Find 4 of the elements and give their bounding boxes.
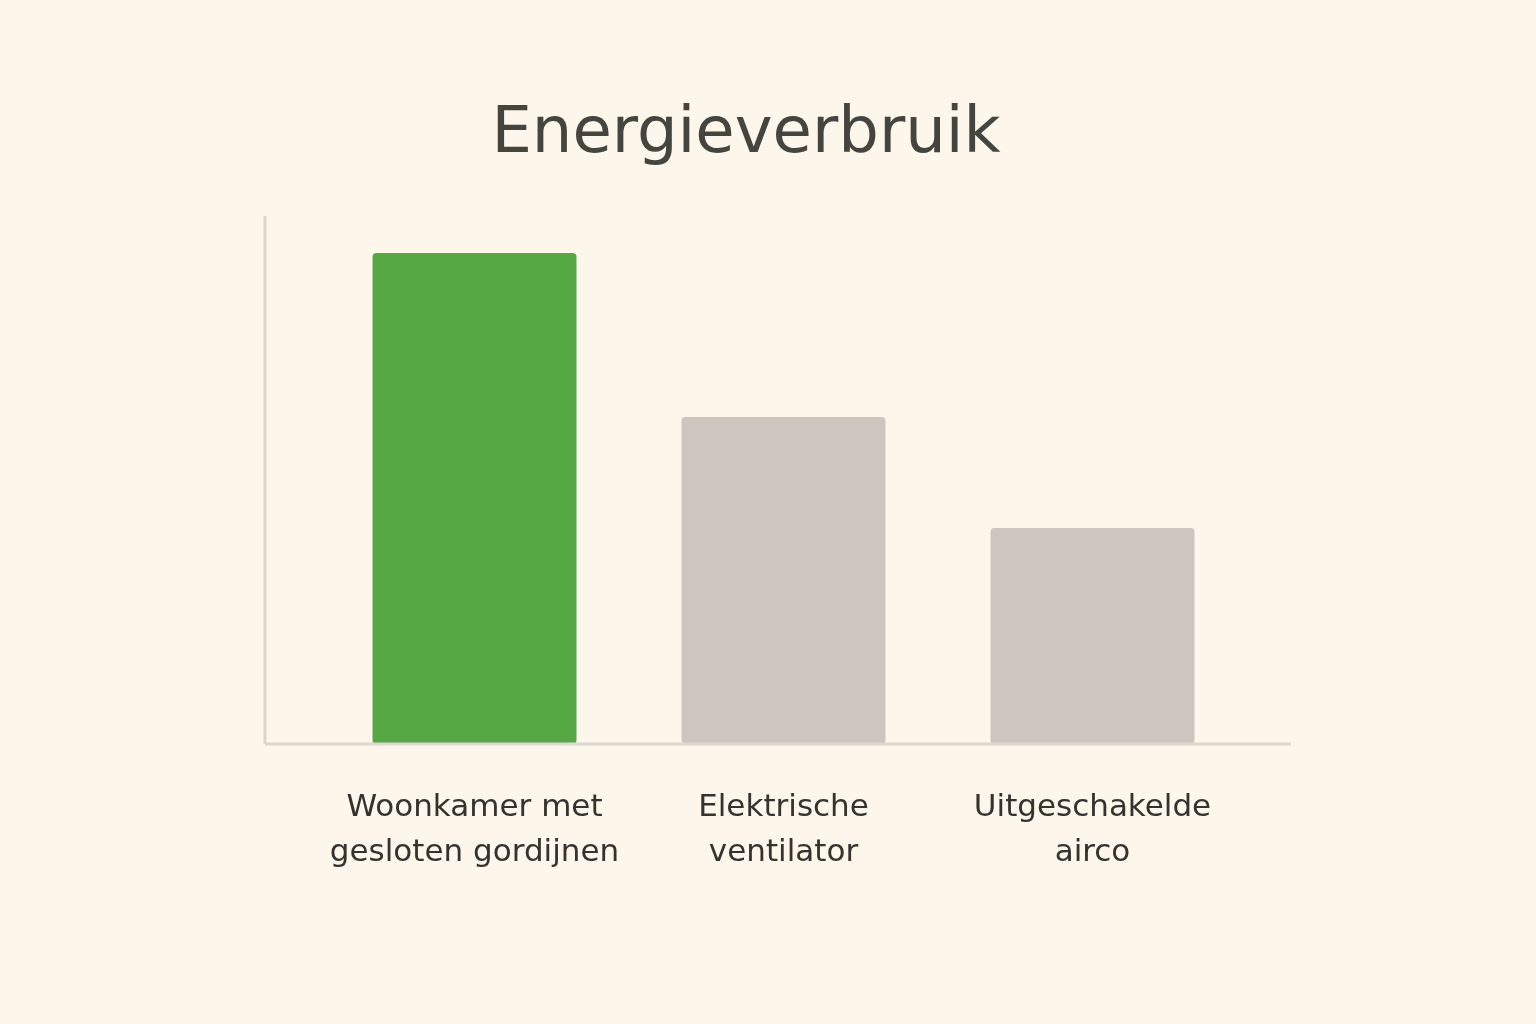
chart-title: Energieverbruik xyxy=(491,93,1001,167)
x-tick-label: Elektrische ventilator xyxy=(698,787,869,868)
x-tick-label: Woonkamer met gesloten gordijnen xyxy=(329,787,620,868)
x-tick-label: Uitgeschakelde airco xyxy=(973,787,1212,868)
